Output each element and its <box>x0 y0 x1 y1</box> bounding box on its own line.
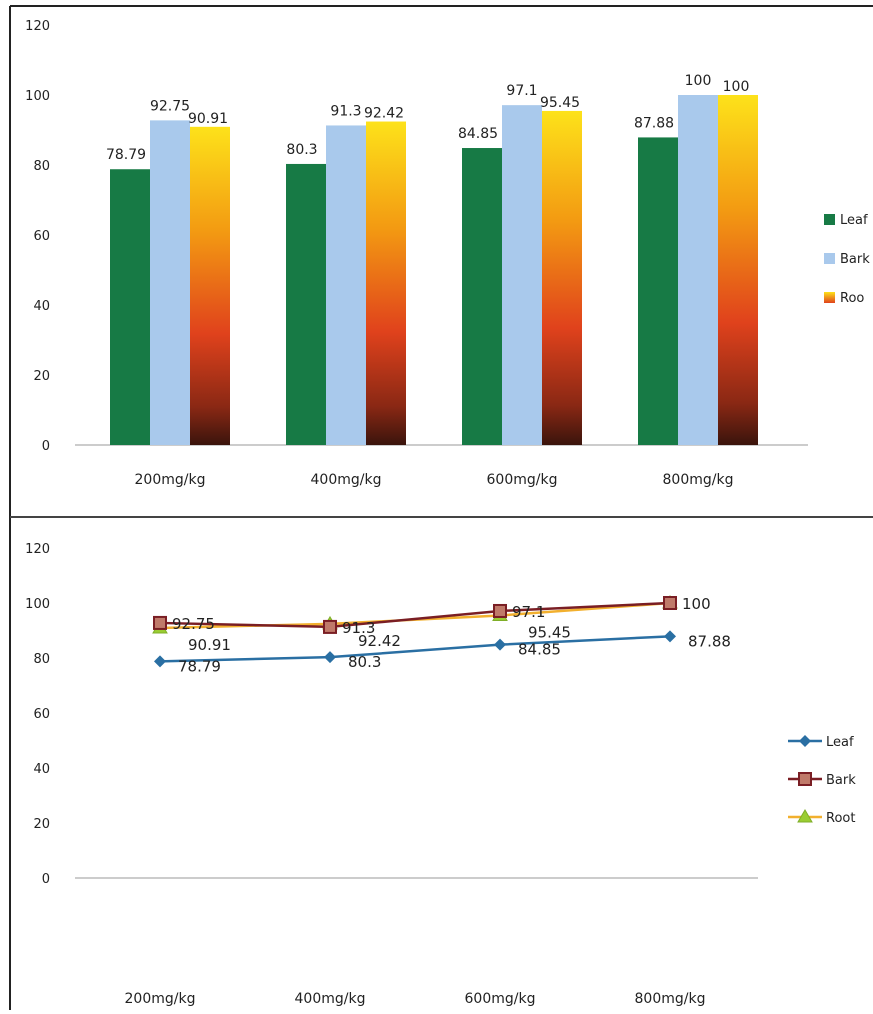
line-leaf <box>159 635 671 663</box>
bar-root-400mg-kg <box>366 121 406 445</box>
line-y-tick-100: 100 <box>25 597 50 612</box>
line-value-label-leaf-800mg-kg: 87.88 <box>688 632 731 650</box>
line-value-label-bark-400mg-kg: 91.3 <box>342 619 375 637</box>
point-bark-800mg-kg <box>663 596 677 610</box>
line-value-label-root-400mg-kg: 92.42 <box>358 632 401 650</box>
line-legend-label-root: Root <box>826 811 855 826</box>
bar-value-label-bark-200mg-kg: 92.75 <box>150 98 190 114</box>
bar-y-tick-0: 0 <box>42 439 50 454</box>
point-leaf-400mg-kg <box>324 651 336 664</box>
bar-y-tick-20: 20 <box>33 369 50 384</box>
line-value-label-leaf-200mg-kg: 78.79 <box>178 657 221 675</box>
legend-marker-leaf <box>799 735 811 747</box>
legend-label-bark: Bark <box>840 252 870 267</box>
line-x-tick-800mg-kg: 800mg/kg <box>635 991 706 1007</box>
bar-value-label-bark-600mg-kg: 97.1 <box>506 83 537 99</box>
line-value-label-root-600mg-kg: 95.45 <box>528 624 571 642</box>
line-value-label-bark-800mg-kg: 100 <box>682 595 711 613</box>
line-legend-label-bark: Bark <box>826 773 856 788</box>
line-legend: Leaf Bark Root <box>788 735 856 826</box>
bar-y-tick-labels: 0 20 40 60 80 100 120 <box>25 19 50 454</box>
bar-value-label-root-600mg-kg: 95.45 <box>540 95 580 111</box>
bar-value-label-leaf-600mg-kg: 84.85 <box>458 126 498 142</box>
bar-x-tick-200mg-kg: 200mg/kg <box>135 472 206 488</box>
line-bark <box>159 601 671 629</box>
bar-leaf-800mg-kg <box>638 137 678 446</box>
line-y-tick-0: 0 <box>42 872 50 887</box>
line-y-tick-labels: 0 20 40 60 80 100 120 <box>25 542 50 887</box>
legend-label-leaf: Leaf <box>840 213 868 228</box>
legend-swatch-leaf <box>824 214 835 225</box>
bar-y-tick-120: 120 <box>25 19 50 34</box>
line-value-label-leaf-600mg-kg: 84.85 <box>518 641 561 659</box>
line-x-tick-200mg-kg: 200mg/kg <box>125 991 196 1007</box>
point-bark-600mg-kg <box>493 603 507 618</box>
line-chart: 0 20 40 60 80 100 120 78.79 80.3 84.85 87.88 92.75… <box>25 542 856 1007</box>
bar-legend: Leaf Bark Roo <box>824 213 870 306</box>
legend-marker-root <box>797 809 813 823</box>
legend-swatch-bark <box>824 253 835 264</box>
line-y-tick-60: 60 <box>33 707 50 722</box>
legend-marker-bark <box>798 772 812 786</box>
line-x-tick-labels: 200mg/kg 400mg/kg 600mg/kg 800mg/kg <box>125 991 706 1007</box>
point-leaf-200mg-kg <box>154 655 166 668</box>
legend-swatch-root <box>824 292 835 303</box>
point-bark-200mg-kg <box>153 615 167 630</box>
line-value-label-bark-600mg-kg: 97.1 <box>512 603 545 621</box>
bar-root-800mg-kg <box>718 95 758 445</box>
bar-value-label-leaf-800mg-kg: 87.88 <box>634 115 674 131</box>
bar-root-600mg-kg <box>542 110 582 446</box>
legend-label-root: Roo <box>840 291 864 306</box>
bar-marks <box>110 95 758 446</box>
bar-x-tick-800mg-kg: 800mg/kg <box>663 472 734 488</box>
point-leaf-800mg-kg <box>664 630 676 643</box>
line-y-tick-80: 80 <box>33 652 50 667</box>
bar-leaf-200mg-kg <box>110 169 150 446</box>
bar-leaf-600mg-kg <box>462 148 502 445</box>
bar-y-tick-40: 40 <box>33 299 50 314</box>
bar-bark-200mg-kg <box>150 120 190 445</box>
bar-x-tick-400mg-kg: 400mg/kg <box>311 472 382 488</box>
line-value-label-bark-200mg-kg: 92.75 <box>172 615 215 633</box>
bar-value-label-bark-400mg-kg: 91.3 <box>330 103 361 119</box>
line-series <box>152 595 678 668</box>
line-y-tick-120: 120 <box>25 542 50 557</box>
line-x-tick-400mg-kg: 400mg/kg <box>295 991 366 1007</box>
bar-value-label-root-200mg-kg: 90.91 <box>188 111 228 127</box>
line-value-labels: 78.79 80.3 84.85 87.88 92.75 91.3 97.1 100 90.91… <box>172 595 731 675</box>
bar-value-label-leaf-200mg-kg: 78.79 <box>106 147 146 163</box>
bar-bark-400mg-kg <box>326 125 366 445</box>
line-y-tick-40: 40 <box>33 762 50 777</box>
bar-bark-600mg-kg <box>502 105 542 446</box>
bar-value-label-bark-800mg-kg: 100 <box>685 73 712 89</box>
line-value-label-leaf-400mg-kg: 80.3 <box>348 653 381 671</box>
bar-y-tick-80: 80 <box>33 159 50 174</box>
bar-y-tick-100: 100 <box>25 89 50 104</box>
bar-value-label-leaf-400mg-kg: 80.3 <box>286 142 317 158</box>
bar-bark-800mg-kg <box>678 95 718 445</box>
line-y-tick-20: 20 <box>33 817 50 832</box>
bar-value-label-root-800mg-kg: 100 <box>723 79 750 95</box>
bar-root-200mg-kg <box>190 126 230 445</box>
line-x-tick-600mg-kg: 600mg/kg <box>465 991 536 1007</box>
bar-x-tick-labels: 200mg/kg 400mg/kg 600mg/kg 800mg/kg <box>135 472 734 488</box>
line-legend-label-leaf: Leaf <box>826 735 854 750</box>
line-value-label-root-200mg-kg: 90.91 <box>188 636 231 654</box>
bar-y-tick-60: 60 <box>33 229 50 244</box>
bar-leaf-400mg-kg <box>286 163 326 445</box>
point-bark-400mg-kg <box>323 619 337 634</box>
bar-value-label-root-400mg-kg: 92.42 <box>364 106 404 122</box>
bar-x-tick-600mg-kg: 600mg/kg <box>487 472 558 488</box>
point-leaf-600mg-kg <box>494 638 506 651</box>
